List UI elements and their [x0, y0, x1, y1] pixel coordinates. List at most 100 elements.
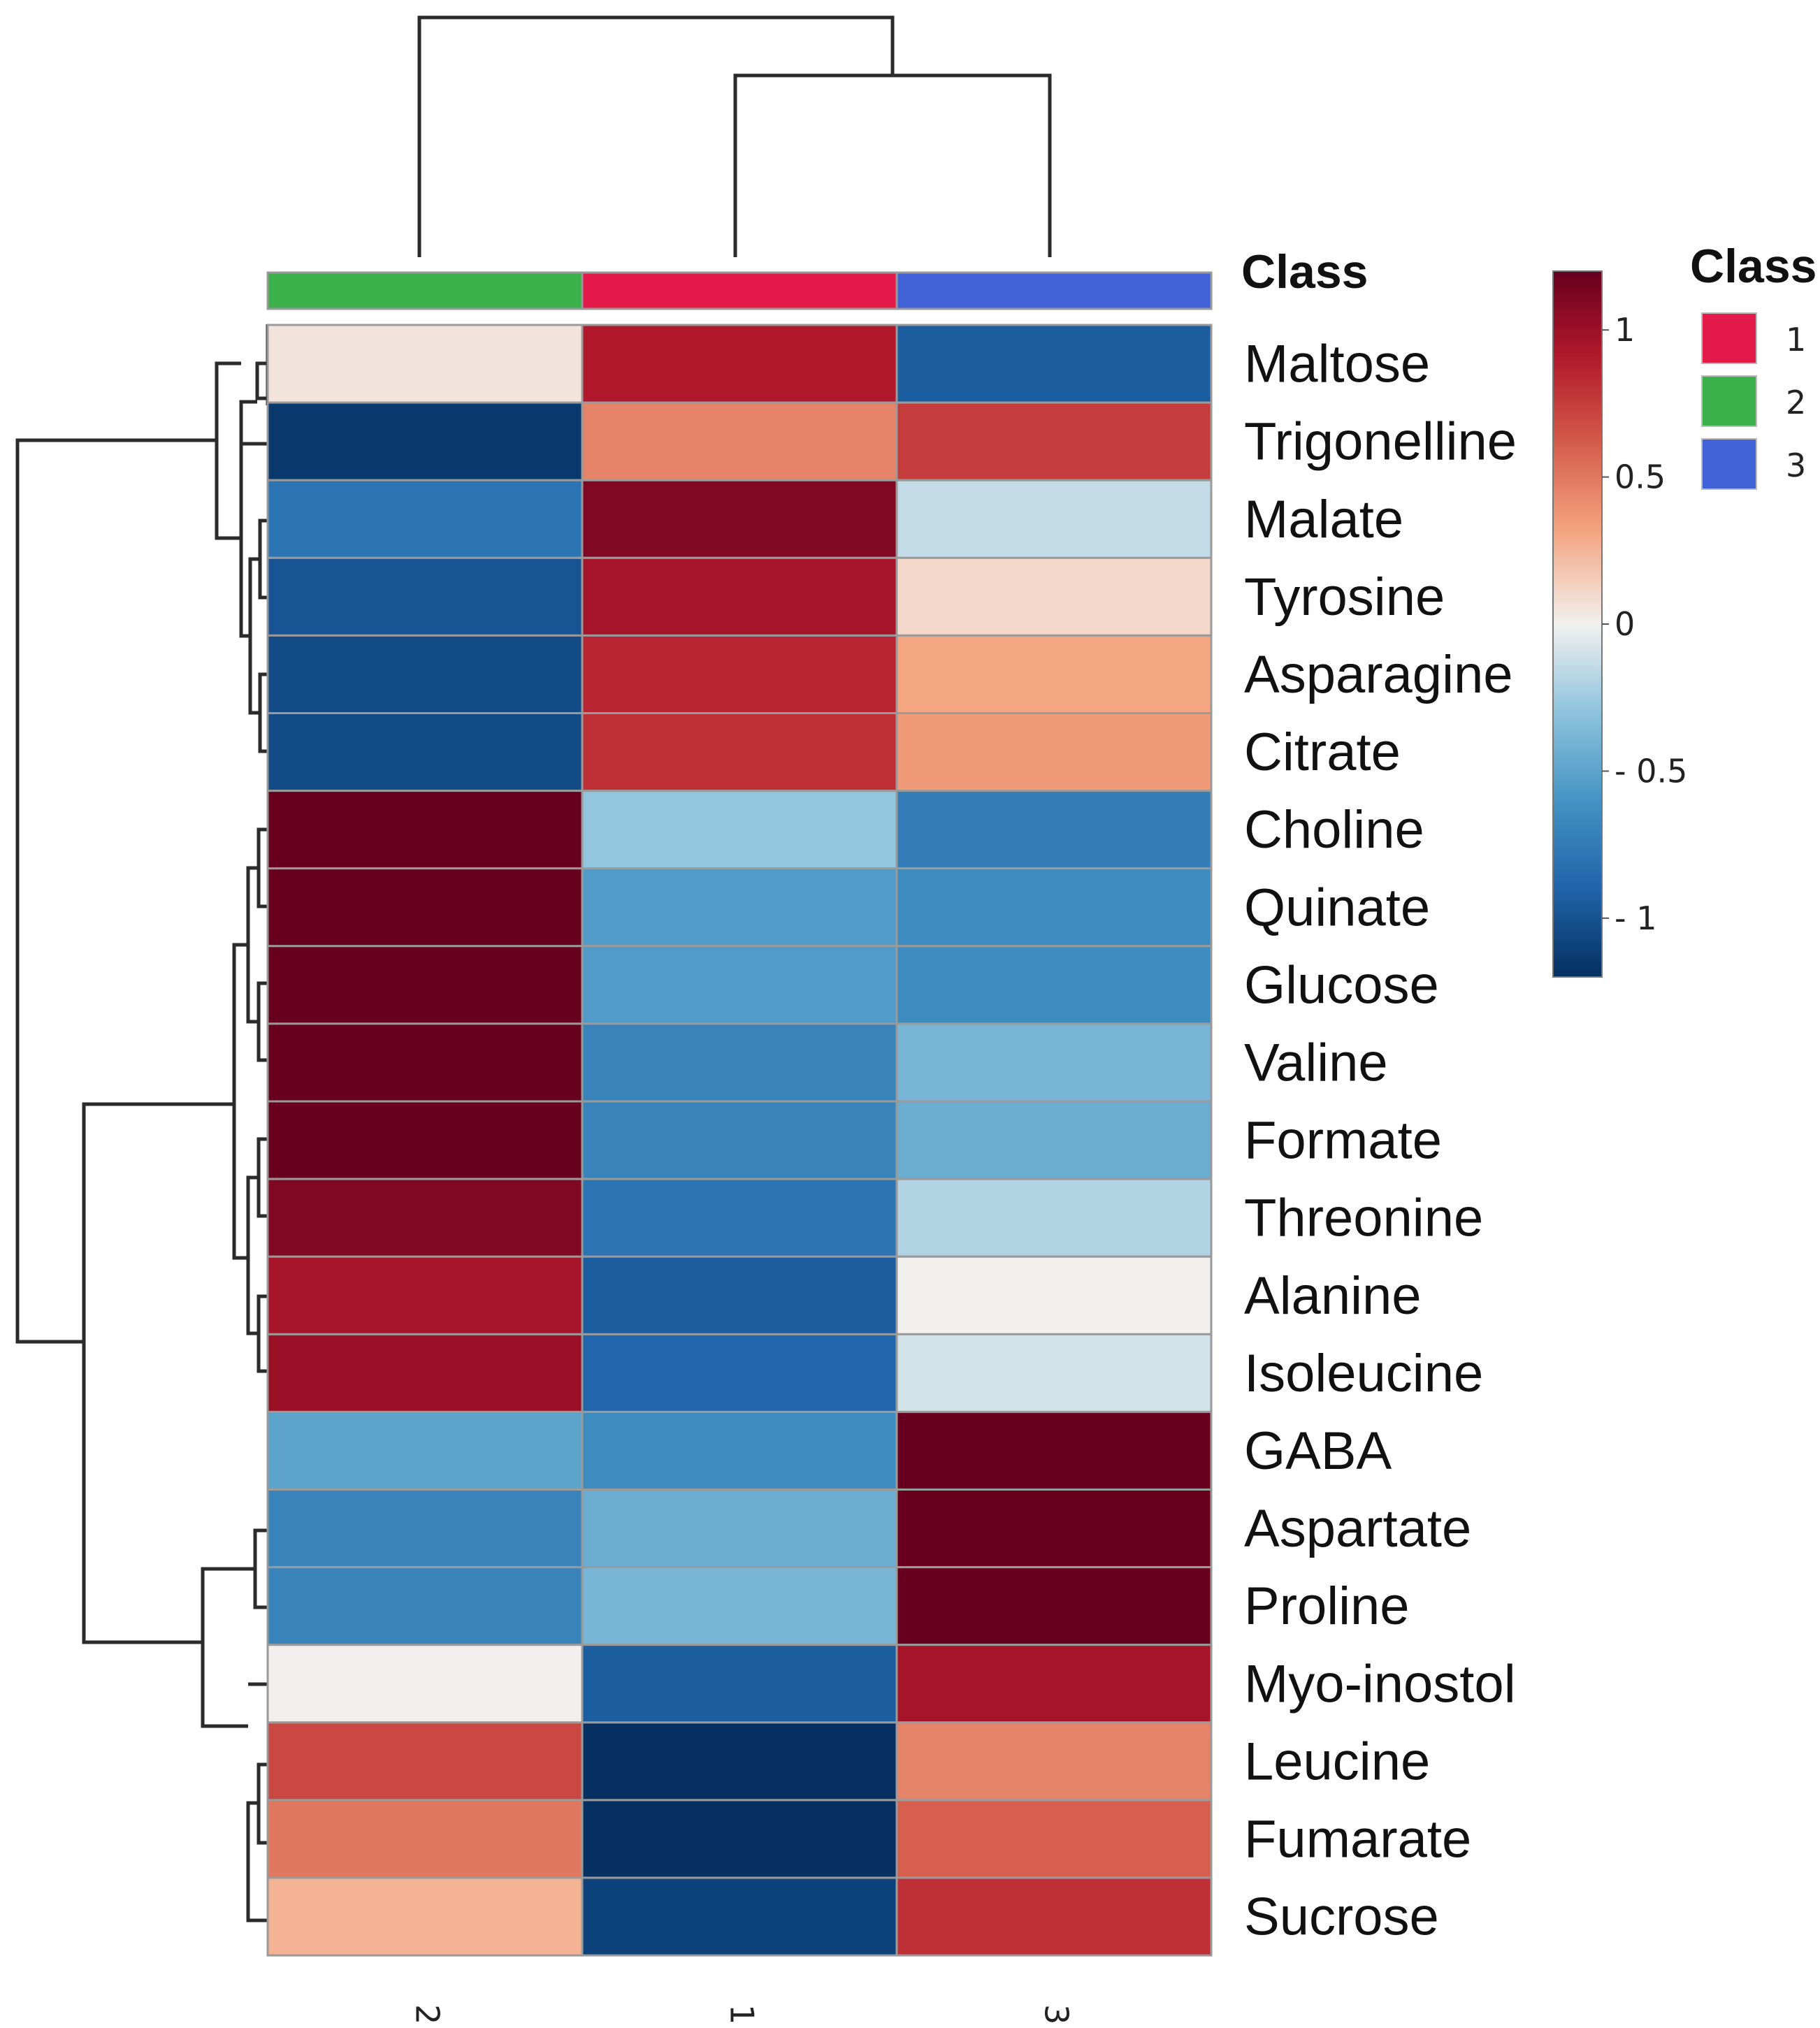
row-label: Threonine	[1244, 1189, 1483, 1248]
heatmap-cell	[581, 556, 898, 637]
heatmap-cell	[266, 1876, 584, 1957]
row-label: Asparagine	[1244, 645, 1513, 704]
legend-title: Class	[1690, 240, 1817, 293]
row-label: Quinate	[1244, 878, 1430, 937]
class-bar-cell-3	[895, 271, 1213, 310]
heatmap-cell	[895, 401, 1213, 481]
heatmap-cell	[266, 1566, 584, 1646]
heatmap-cell	[266, 1333, 584, 1413]
heatmap-cell	[895, 945, 1213, 1025]
heatmap-cell	[895, 1255, 1213, 1335]
heatmap-cell	[895, 1022, 1213, 1103]
heatmap-cell	[266, 1022, 584, 1103]
heatmap-cell	[266, 712, 584, 792]
heatmap-cell	[266, 479, 584, 559]
heatmap-cell	[266, 1721, 584, 1802]
heatmap-cell	[895, 324, 1213, 404]
heatmap-cell	[581, 867, 898, 948]
heatmap-cell	[895, 1489, 1213, 1569]
column-labels: 2 1 3	[409, 2004, 1076, 2025]
heatmap-cell	[266, 1255, 584, 1335]
heatmap-cell	[581, 479, 898, 559]
heatmap-cell	[895, 1721, 1213, 1802]
heatmap-cell	[266, 1799, 584, 1879]
row-label: Trigonelline	[1244, 412, 1517, 472]
row-label: Proline	[1244, 1577, 1410, 1636]
row-label: Alanine	[1244, 1266, 1422, 1326]
heatmap-cell	[581, 1721, 898, 1802]
heatmap-cell	[895, 479, 1213, 559]
heatmap-cell	[895, 1333, 1213, 1413]
row-label: Sucrose	[1244, 1888, 1439, 1947]
heatmap-cell	[266, 1644, 584, 1724]
heatmap-cell	[581, 1799, 898, 1879]
heatmap-cell	[895, 1799, 1213, 1879]
legend-swatch-2	[1701, 375, 1757, 427]
heatmap-cell	[266, 1489, 584, 1569]
column-dendrogram	[417, 15, 1052, 257]
legend-label-1: 1	[1786, 321, 1806, 358]
row-label: Tyrosine	[1244, 567, 1445, 627]
heatmap-cell	[895, 867, 1213, 948]
row-label: Valine	[1244, 1033, 1388, 1092]
heatmap-cell	[581, 1566, 898, 1646]
colorbar-tick-label: 0.5	[1615, 458, 1666, 496]
heatmap-cell	[895, 712, 1213, 792]
class-legend: Class 1 2 3	[1690, 240, 1817, 490]
heatmap-cell	[895, 634, 1213, 715]
colorbar-tick-label: 0	[1615, 605, 1635, 643]
heatmap-cell	[895, 790, 1213, 870]
legend-swatch-3	[1701, 438, 1757, 490]
heatmap-cell	[266, 790, 584, 870]
row-label: GABA	[1244, 1421, 1392, 1481]
heatmap-cell	[581, 1410, 898, 1491]
row-label: Fumarate	[1244, 1809, 1471, 1869]
heatmap-cell	[581, 790, 898, 870]
heatmap-cell	[266, 401, 584, 481]
row-label: Glucose	[1244, 955, 1439, 1015]
row-label: Choline	[1244, 800, 1424, 860]
heatmap-cells	[266, 324, 1213, 1957]
heatmap-cell	[266, 867, 584, 948]
heatmap-cell	[266, 945, 584, 1025]
heatmap-cell	[581, 1022, 898, 1103]
heatmap-cell	[895, 1566, 1213, 1646]
annotation-title: Class	[1241, 245, 1368, 298]
row-label: Leucine	[1244, 1732, 1430, 1791]
colorbar-tick-label: - 1	[1615, 899, 1657, 937]
row-label: Formate	[1244, 1111, 1442, 1171]
colorbar-ticks: 1 0.5 0 - 0.5 - 1	[1602, 311, 1687, 937]
column-label: 2	[409, 2004, 447, 2025]
column-label: 1	[723, 2004, 761, 2025]
heatmap-cell	[266, 1178, 584, 1258]
row-label: Malate	[1244, 490, 1403, 549]
row-dendrogram	[15, 324, 270, 1922]
heatmap-cell	[895, 556, 1213, 637]
row-label: Citrate	[1244, 723, 1401, 782]
legend-swatch-1	[1701, 312, 1757, 364]
row-label: Maltose	[1244, 335, 1430, 394]
heatmap-cell	[266, 324, 584, 404]
heatmap-cell	[266, 1410, 584, 1491]
heatmap-cell	[581, 1489, 898, 1569]
legend-label-3: 3	[1786, 447, 1806, 484]
heatmap-cell	[581, 401, 898, 481]
colorbar: 1 0.5 0 - 0.5 - 1	[1552, 270, 1687, 978]
legend-label-2: 2	[1786, 384, 1806, 421]
heatmap-cell	[895, 1644, 1213, 1724]
class-bar-cell-2	[266, 271, 584, 310]
heatmap-cell	[266, 1100, 584, 1180]
row-label: Isoleucine	[1244, 1344, 1483, 1403]
heatmap-cell	[266, 556, 584, 637]
heatmap-cell	[581, 324, 898, 404]
heatmap-cell	[581, 1178, 898, 1258]
colorbar-tick-label: 1	[1615, 311, 1635, 349]
heatmap-cell	[895, 1876, 1213, 1957]
heatmap-cell	[581, 1644, 898, 1724]
class-bar-cell-1	[581, 271, 898, 310]
heatmap-cell	[895, 1178, 1213, 1258]
heatmap-cell	[581, 1876, 898, 1957]
heatmap-cell	[581, 1255, 898, 1335]
row-labels: Maltose Trigonelline Malate Tyrosine Asparag…	[1244, 335, 1517, 1947]
